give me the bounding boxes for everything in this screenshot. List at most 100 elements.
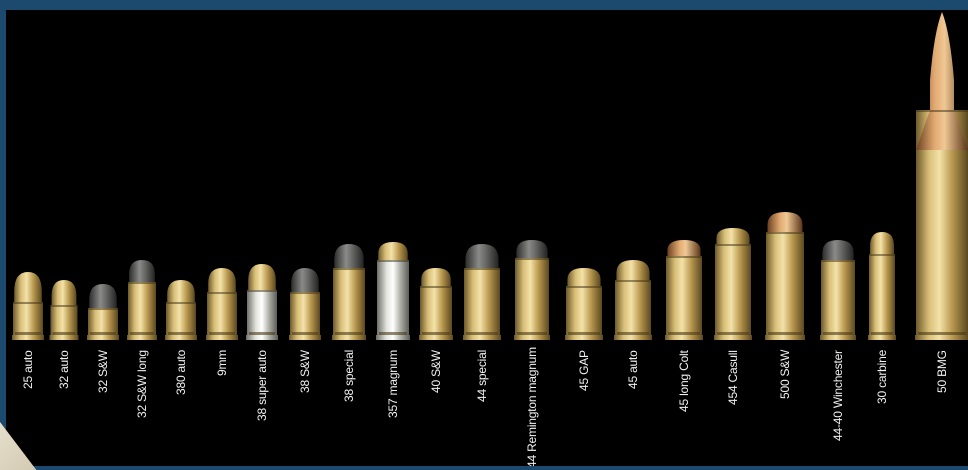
cartridge-rim (49, 335, 79, 340)
extractor-groove (379, 332, 407, 335)
bullet-projectile (567, 268, 601, 286)
cartridge-case (515, 258, 549, 335)
cartridge-18 (765, 212, 805, 340)
extractor-groove (249, 332, 275, 335)
case-mouth (420, 286, 452, 288)
cartridge-label: 32 auto (57, 350, 71, 389)
bullet-projectile (822, 240, 854, 260)
cartridge-7 (246, 264, 278, 340)
case-mouth (715, 244, 751, 246)
cartridge-case (166, 302, 196, 335)
cartridge-rim (614, 335, 652, 340)
cartridge-rim (87, 335, 119, 340)
case-mouth (464, 268, 500, 270)
cartridge-label: 45 long Colt (677, 350, 691, 412)
bullet-projectile (767, 212, 803, 232)
bullet-projectile (465, 244, 499, 268)
case-mouth (290, 292, 320, 294)
cartridge-case (566, 286, 602, 335)
case-mouth (666, 256, 702, 258)
bullet-projectile (616, 260, 650, 280)
cartridge-10 (376, 242, 410, 340)
cartridge-label: 454 Casull (726, 350, 740, 405)
extractor-groove (130, 332, 154, 335)
cartridge-rim (419, 335, 453, 340)
cartridge-label: 45 auto (626, 350, 640, 389)
case-mouth (869, 254, 895, 256)
cartridge-8 (289, 268, 321, 340)
cartridge-label: 32 S&W long (135, 350, 149, 418)
cartridge-case (715, 244, 751, 335)
cartridge-rim (206, 335, 238, 340)
cartridge-case (766, 232, 804, 335)
cartridge-case (666, 256, 702, 335)
cartridge-1 (12, 272, 44, 340)
cartridge-lineup (12, 12, 968, 340)
bullet-projectile (516, 240, 548, 258)
cartridge-label: 44-40 Winchester (831, 350, 845, 441)
case-mouth (821, 260, 855, 262)
cartridge-rim (246, 335, 278, 340)
cartridge-case (128, 282, 156, 335)
cartridge-4 (127, 260, 157, 340)
cartridge-case (869, 254, 895, 335)
cartridge-case (247, 290, 277, 335)
extractor-groove (292, 332, 318, 335)
extractor-groove (466, 332, 498, 335)
cartridge-3 (87, 284, 119, 340)
bullet-projectile (870, 232, 894, 254)
cartridge-12 (463, 244, 501, 340)
cartridge-case (333, 268, 365, 335)
cartridge-rim (514, 335, 550, 340)
cartridge-label: 357 magnum (386, 349, 400, 418)
cartridge-rim (665, 335, 703, 340)
extractor-groove (568, 332, 600, 335)
cartridge-11 (419, 268, 453, 340)
cartridge-rim (463, 335, 501, 340)
bullet-projectile (667, 240, 701, 256)
cartridge-label: 500 S&W (778, 349, 792, 399)
cartridge-rim (165, 335, 197, 340)
bullet-projectile (14, 272, 42, 302)
cartridge-label: 380 auto (174, 349, 188, 395)
extractor-groove (15, 332, 41, 335)
cartridge-6 (206, 268, 238, 340)
cartridge-case (377, 260, 409, 335)
cartridge-label: 25 auto (21, 350, 35, 389)
case-mouth (333, 268, 365, 270)
cartridge-2 (49, 280, 79, 340)
bullet-projectile (378, 242, 408, 260)
case-mouth (247, 290, 277, 292)
cartridge-20 (868, 232, 896, 340)
extractor-groove (517, 332, 547, 335)
cartridge-rim (12, 335, 44, 340)
bullet-projectile (89, 284, 117, 308)
extractor-groove (717, 332, 749, 335)
extractor-groove (768, 332, 802, 335)
case-mouth (128, 282, 156, 284)
extractor-groove (668, 332, 700, 335)
bullet-projectile (421, 268, 451, 286)
bullet-projectile (167, 280, 195, 302)
case-mouth (515, 258, 549, 260)
cartridge-16 (665, 240, 703, 340)
cartridge-rim (565, 335, 603, 340)
bullet-projectile (334, 244, 364, 268)
bullet-projectile (208, 268, 236, 292)
extractor-groove (168, 332, 194, 335)
cartridge-rim (332, 335, 366, 340)
cartridge-case (50, 305, 78, 335)
cartridge-15 (614, 260, 652, 340)
cartridge-label: 40 S&W (429, 350, 443, 393)
case-mouth (166, 302, 196, 304)
cartridge-label: 32 S&W (96, 350, 110, 393)
cartridge-label: 44 Remington magnum (525, 347, 539, 466)
extractor-groove (335, 332, 363, 335)
cartridge-rim (868, 335, 896, 340)
bullet-projectile (291, 268, 319, 292)
cartridge-rim (714, 335, 752, 340)
cartridge-label: 50 BMG (935, 350, 949, 393)
extractor-groove (617, 332, 649, 335)
bullet-projectile (51, 280, 77, 305)
cartridge-label: 30 carbine (875, 349, 889, 404)
